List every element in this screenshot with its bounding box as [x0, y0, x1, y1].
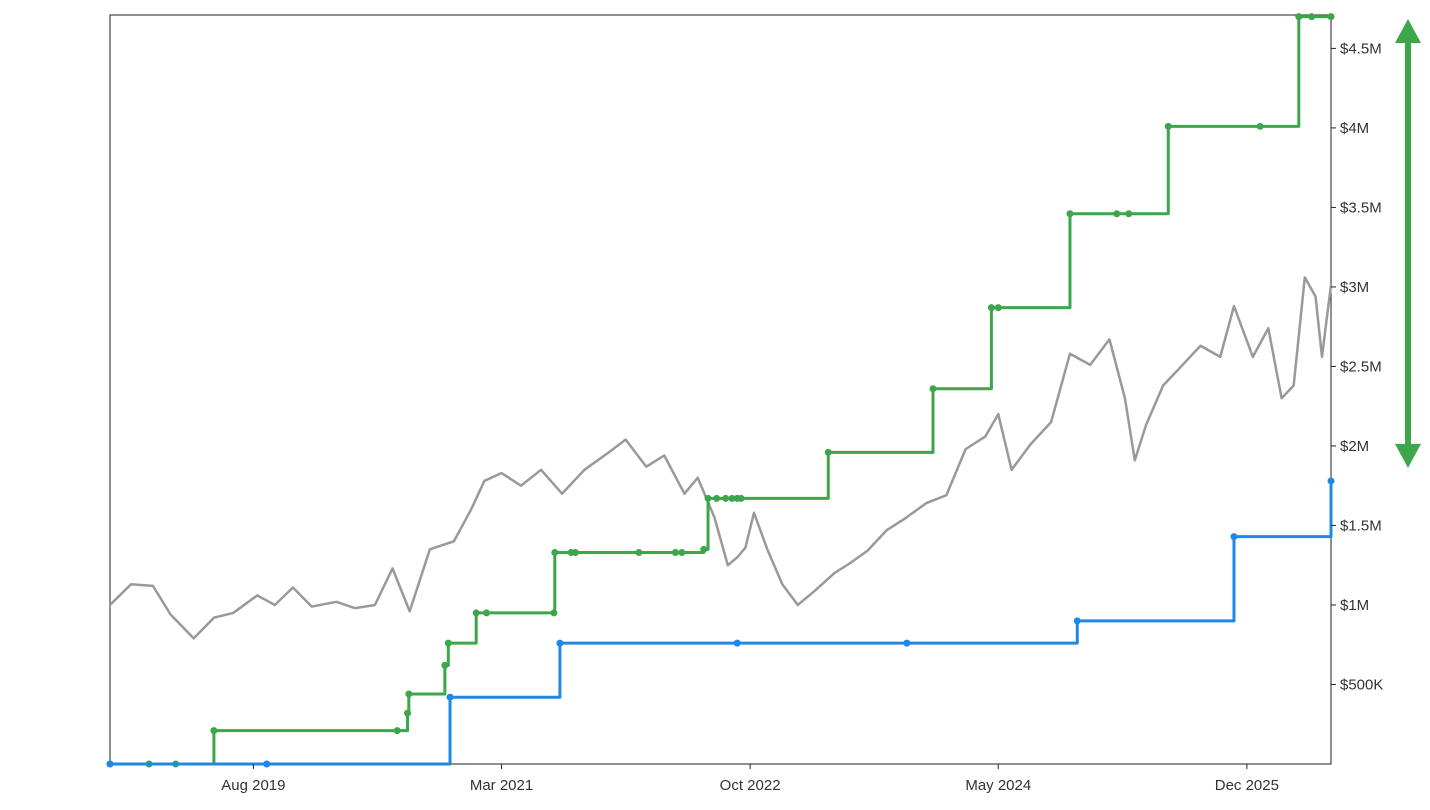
series-1-point[interactable]	[1113, 210, 1121, 218]
series-2-point[interactable]	[1073, 617, 1081, 625]
y-tick-label: $2M	[1340, 438, 1369, 455]
series-2-line	[108, 479, 1333, 766]
series-1-point[interactable]	[1256, 122, 1264, 130]
series-1-point[interactable]	[444, 639, 452, 647]
series-1-point[interactable]	[678, 548, 686, 556]
y-tick-label: $4M	[1340, 120, 1369, 137]
series-2-point[interactable]	[446, 693, 454, 701]
series-layer	[106, 13, 1335, 768]
series-1-point[interactable]	[929, 385, 937, 393]
range-indicator-arrowhead-up	[1395, 19, 1421, 43]
x-tick-label: Oct 2022	[720, 777, 781, 794]
series-1-point[interactable]	[994, 304, 1002, 312]
series-2-point[interactable]	[1230, 533, 1238, 541]
range-indicator-arrowhead-down	[1395, 443, 1421, 468]
series-1-point[interactable]	[1164, 122, 1172, 130]
series-2-point[interactable]	[106, 760, 114, 768]
series-1-point[interactable]	[571, 548, 579, 556]
plot-area-frame	[109, 14, 1332, 765]
series-1-point[interactable]	[472, 609, 480, 617]
y-tick-label: $1.5M	[1340, 517, 1382, 534]
series-1-point[interactable]	[737, 494, 745, 502]
series-1-point[interactable]	[713, 494, 721, 502]
y-tick-label: $500K	[1340, 676, 1383, 693]
series-1-point[interactable]	[704, 494, 712, 502]
series-1-point[interactable]	[1308, 13, 1316, 21]
x-axis: Aug 2019 Mar 2021 Oct 2022 May 2024 Dec 2025	[221, 764, 1279, 794]
range-indicator	[1395, 19, 1421, 468]
x-tick-label: Dec 2025	[1215, 777, 1279, 794]
series-1-point[interactable]	[405, 690, 413, 698]
series-1-point[interactable]	[393, 727, 401, 735]
series-1-line	[108, 15, 1333, 766]
series-1-point[interactable]	[551, 548, 559, 556]
series-1-point[interactable]	[722, 494, 730, 502]
series-1-point[interactable]	[728, 494, 736, 502]
y-tick-label: $3.5M	[1340, 199, 1382, 216]
series-1-point[interactable]	[1066, 210, 1074, 218]
series-1-point[interactable]	[441, 661, 449, 669]
series-1-point[interactable]	[671, 548, 679, 556]
y-tick-label: $1M	[1340, 597, 1369, 614]
series-2-point[interactable]	[903, 639, 911, 647]
series-1-point[interactable]	[635, 548, 643, 556]
series-2-point[interactable]	[263, 760, 271, 768]
series-1-point[interactable]	[550, 609, 558, 617]
series-2-point[interactable]	[556, 639, 564, 647]
series-2-point[interactable]	[1327, 477, 1335, 485]
y-tick-label: $3M	[1340, 279, 1369, 296]
series-2-point[interactable]	[733, 639, 741, 647]
series-0-line	[108, 276, 1333, 640]
series-1-point[interactable]	[1327, 13, 1335, 21]
series-1-point[interactable]	[483, 609, 491, 617]
series-1-point[interactable]	[987, 304, 995, 312]
series-1-point[interactable]	[1295, 13, 1303, 21]
series-1-point[interactable]	[824, 448, 832, 456]
series-1-point[interactable]	[1125, 210, 1133, 218]
series-1-point[interactable]	[404, 709, 412, 717]
y-tick-label: $4.5M	[1340, 40, 1382, 57]
series-1-point[interactable]	[700, 545, 708, 553]
x-tick-label: Mar 2021	[470, 777, 533, 794]
y-axis-right: $500K $1M $1.5M $2M $2.5M $3M $3.5M $4M $4.5M	[1331, 40, 1383, 693]
x-tick-label: May 2024	[965, 777, 1031, 794]
x-tick-label: Aug 2019	[221, 777, 285, 794]
series-1-point[interactable]	[210, 727, 218, 735]
y-tick-label: $2.5M	[1340, 358, 1382, 375]
